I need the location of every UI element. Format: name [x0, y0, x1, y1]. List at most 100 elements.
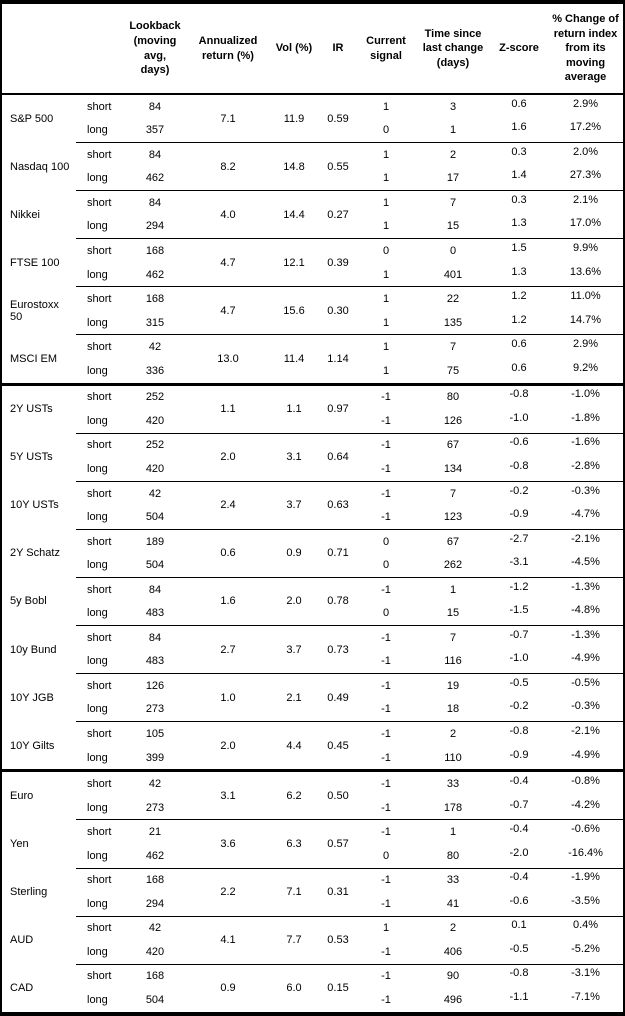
instrument-row-long: long 336 1 75 0.6 9.2% — [2, 359, 625, 386]
cell-pct-short: -1.6% — [544, 433, 625, 457]
cell-pct-short: 2.9% — [544, 94, 625, 119]
cell-zscore-short: -0.2 — [494, 481, 544, 505]
instrument-row-short: Yen short 21 3.6 6.3 0.57 -1 1 -0.4 -0.6% — [2, 819, 625, 869]
cell-pct-short: 11.0% — [544, 287, 625, 311]
instrument-name: CAD — [10, 982, 34, 995]
instrument-row-short: S&P 500 short 84 7.1 11.9 0.59 1 3 0.6 2.9% — [2, 94, 625, 144]
cell-time-short: 0 — [449, 245, 457, 257]
leg-label-long: long — [76, 697, 126, 723]
instrument-name: Yen — [10, 837, 29, 850]
zscore-value: 1.5 — [511, 242, 527, 254]
cell-pct-long: -2.8% — [544, 457, 625, 482]
cell-pct-long: -4.9% — [544, 745, 625, 773]
cell-time-short: 1 — [449, 826, 457, 839]
cell-pct-short: -2.1% — [544, 722, 625, 746]
cell-signal-short: -1 — [381, 727, 391, 740]
header-pct-change: % Change of return index from its moving… — [544, 4, 625, 95]
leg-label-short: short — [87, 922, 112, 935]
cell-zscore-short: 0.1 — [494, 916, 544, 940]
instrument-name: Nikkei — [10, 208, 40, 221]
cell-lookback-short: 252 — [145, 391, 165, 404]
cell-time-long: 17 — [412, 166, 494, 192]
pct-value: -1.9% — [571, 871, 600, 884]
cell-annualized-return: 1.6 — [184, 577, 272, 627]
cell-annualized-return: 1.1 — [184, 384, 272, 434]
zscore-value: -0.6 — [509, 894, 529, 907]
instrument-row-long: long 294 -1 41 -0.6 -3.5% — [2, 892, 625, 917]
cell-pct-long: 27.3% — [544, 166, 625, 192]
instrument-row-long: long 504 -1 496 -1.1 -7.1% — [2, 988, 625, 1012]
cell-lookback-short: 252 — [145, 439, 165, 452]
cell-time-long: 134 — [412, 457, 494, 482]
cell-signal-short: 1 — [382, 148, 390, 161]
cell-vol: 3.7 — [272, 625, 316, 675]
momentum-signal-table: Lookback (moving avg, days) Annualized r… — [2, 4, 625, 1012]
cell-zscore-long: -1.0 — [494, 409, 544, 434]
cell-lookback-short: 84 — [148, 631, 162, 644]
zscore-value: 1.2 — [511, 313, 527, 326]
instrument-row-short: 10Y Gilts short 105 2.0 4.4 0.45 -1 2 -0.8 -2.1% — [2, 721, 625, 773]
cell-time-short: 7 — [449, 341, 457, 354]
pct-value: 2.9% — [572, 97, 599, 110]
cell-zscore-short: -0.4 — [494, 820, 544, 844]
cell-time-short: 3 — [449, 100, 457, 113]
leg-label-long: long — [76, 166, 126, 192]
instrument-name: 5Y USTs — [10, 451, 53, 464]
cell-pct-long: 17.2% — [544, 118, 625, 144]
instrument-name: AUD — [10, 934, 34, 947]
cell-ir: 0.31 — [316, 868, 360, 917]
cell-annualized-return: 4.0 — [184, 190, 272, 240]
zscore-value: -0.7 — [509, 798, 529, 811]
leg-label-long: long — [76, 844, 126, 869]
cell-vol: 6.0 — [286, 982, 302, 995]
cell-pct-long: -4.7% — [544, 505, 625, 530]
cell-lookback-short: 84 — [148, 196, 162, 209]
cell-zscore-short: -0.8 — [494, 384, 544, 409]
header-ir: IR — [316, 4, 360, 95]
cell-annualized-return: 7.1 — [184, 94, 272, 144]
cell-zscore-short: 1.5 — [494, 239, 544, 263]
pct-value: 9.9% — [572, 242, 599, 254]
cell-time-short: 19 — [446, 679, 460, 692]
leg-label-short: short — [87, 487, 112, 500]
cell-time-short: 67 — [446, 439, 460, 452]
instrument-row-long: long 315 1 135 1.2 14.7% — [2, 310, 625, 336]
cell-signal-long: -1 — [360, 505, 412, 530]
instrument-row-short: 2Y Schatz short 189 0.6 0.9 0.71 0 67 -2.7 -2.1% — [2, 529, 625, 578]
zscore-value: 0.1 — [511, 919, 527, 932]
cell-pct-short: -1.3% — [544, 577, 625, 601]
cell-signal-long: -1 — [360, 409, 412, 434]
cell-pct-short: -1.0% — [544, 384, 625, 409]
cell-lookback-short: 168 — [145, 245, 165, 257]
instrument-row-long: long 462 0 80 -2.0 -16.4% — [2, 844, 625, 869]
pct-value: -2.1% — [571, 724, 600, 737]
header-lookback: Lookback (moving avg, days) — [126, 4, 184, 95]
leg-label-short: short — [87, 391, 112, 404]
pct-value: 2.1% — [572, 193, 599, 206]
header-leg — [76, 4, 126, 95]
leg-label-long: long — [76, 505, 126, 530]
cell-time-long: 135 — [412, 310, 494, 336]
pct-value: 11.0% — [570, 290, 601, 303]
cell-zscore-long: -2.0 — [494, 844, 544, 869]
cell-zscore-short: -0.8 — [494, 964, 544, 988]
pct-value: -4.9% — [571, 652, 600, 665]
zscore-value: 1.4 — [511, 169, 527, 182]
cell-signal-short: -1 — [381, 391, 391, 404]
cell-zscore-short: -0.7 — [494, 626, 544, 650]
pct-value: 13.6% — [569, 265, 602, 278]
cell-signal-short: 1 — [382, 293, 390, 306]
pct-value: -0.3% — [571, 700, 600, 713]
instrument-name: 10Y USTs — [10, 499, 59, 512]
pct-value: 9.2% — [572, 361, 599, 374]
cell-time-short: 67 — [446, 535, 460, 548]
cell-time-short: 33 — [446, 874, 460, 887]
cell-pct-long: -4.9% — [544, 649, 625, 675]
cell-ir: 0.53 — [316, 916, 360, 965]
instrument-row-short: Nikkei short 84 4.0 14.4 0.27 1 7 0.3 2.1% — [2, 190, 625, 240]
cell-pct-short: 2.1% — [544, 191, 625, 215]
cell-zscore-long: 1.3 — [494, 262, 544, 288]
pct-value: -3.1% — [571, 967, 600, 980]
zscore-value: -3.1 — [509, 556, 529, 569]
instrument-row-short: MSCI EM short 42 13.0 11.4 1.14 1 7 0.6 2.9% — [2, 334, 625, 386]
